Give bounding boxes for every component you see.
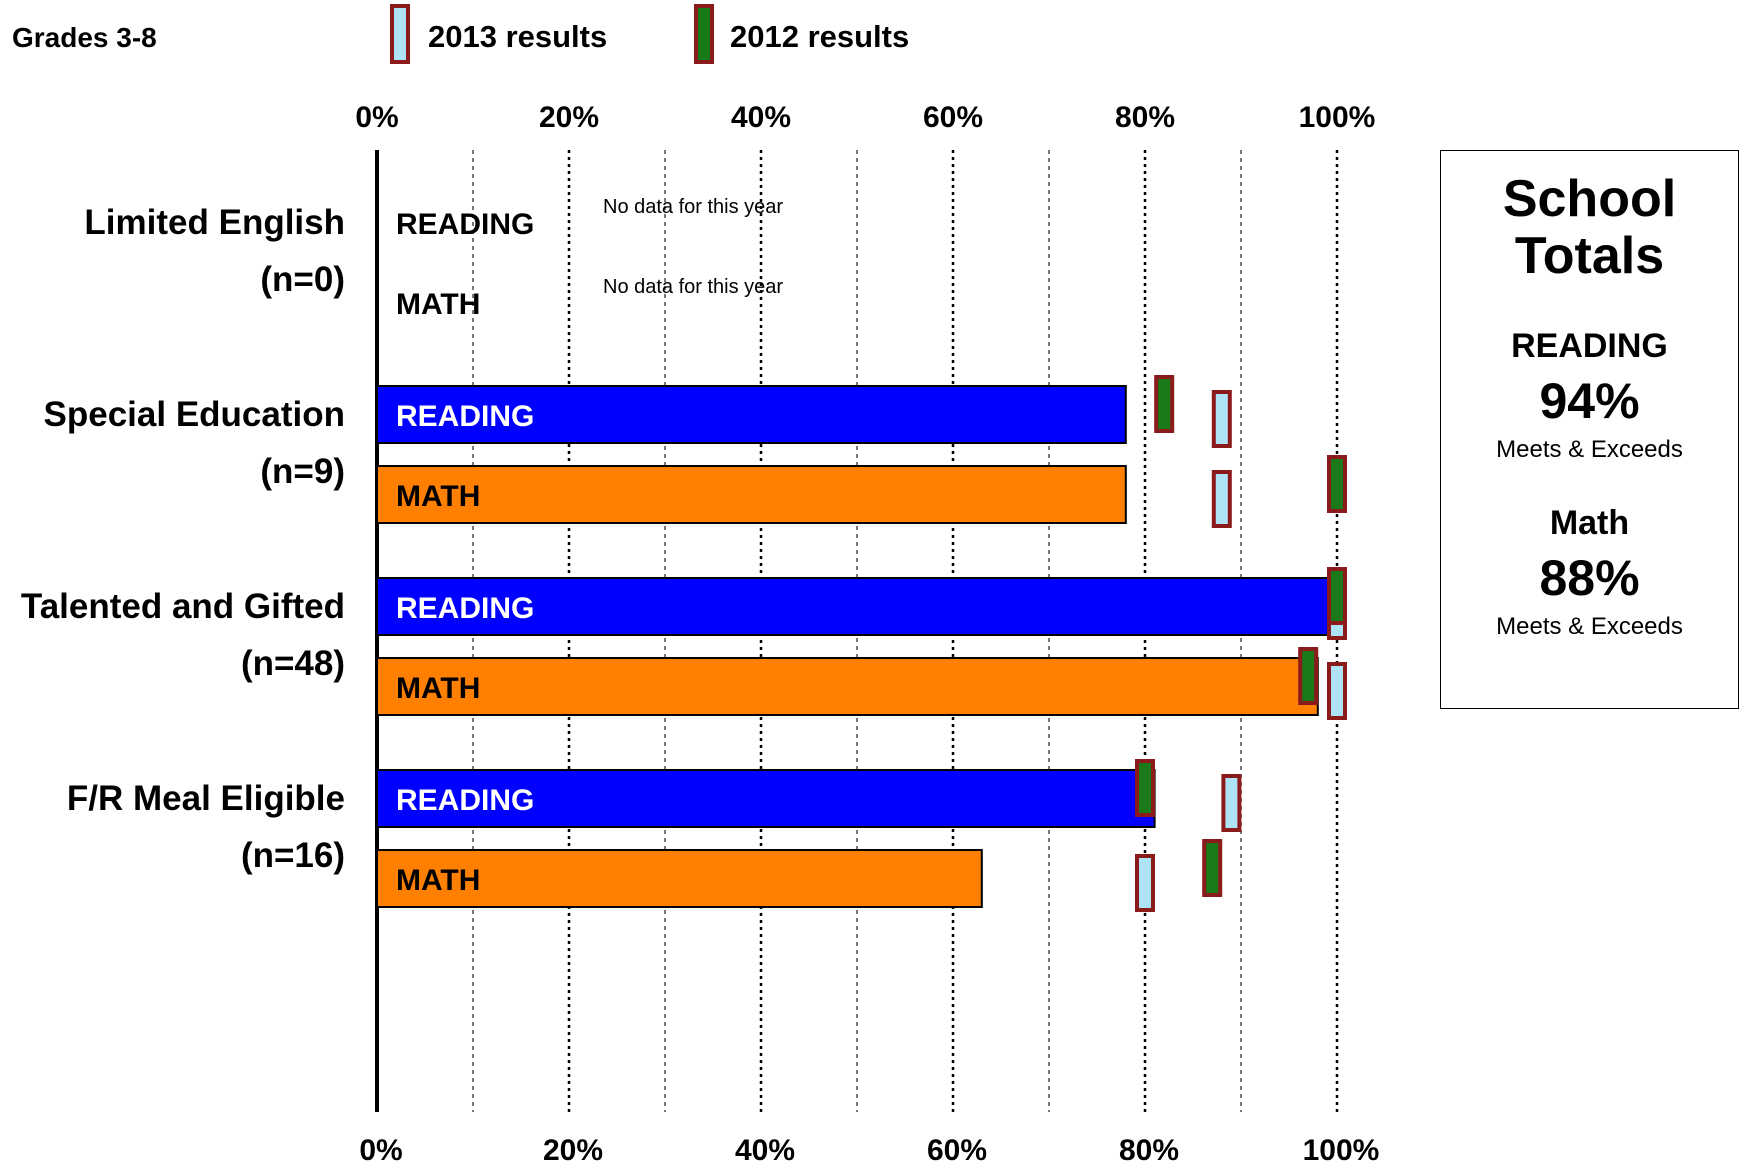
category-name: Limited English <box>84 203 345 242</box>
bar-subject-label: MATH <box>396 480 480 513</box>
x-tick-label-bottom: 20% <box>543 1134 603 1167</box>
marker-2012 <box>1135 759 1155 817</box>
legend-label-2012: 2012 results <box>730 19 909 54</box>
x-tick-label-top: 60% <box>923 101 983 134</box>
reading-bar <box>376 577 1338 636</box>
marker-2013 <box>1211 470 1232 528</box>
marker-2012 <box>1202 839 1223 897</box>
category-group: Talented and Gifted (n=48) READING MATH <box>21 567 1347 720</box>
totals-reading-label: READING <box>1511 327 1668 365</box>
category-n: (n=9) <box>260 452 345 491</box>
grade-label: Grades 3-8 <box>12 22 157 53</box>
marker-2012 <box>1154 375 1175 433</box>
legend: 2013 results 2012 results <box>390 4 909 64</box>
x-tick-label-bottom: 100% <box>1303 1134 1380 1167</box>
category-n: (n=0) <box>260 260 345 299</box>
totals-math-value: 88% <box>1539 550 1640 606</box>
category-n: (n=48) <box>241 644 345 683</box>
school-totals-title: School Totals <box>1441 171 1738 285</box>
math-bar <box>376 849 983 908</box>
legend-swatch-2013 <box>390 4 410 64</box>
marker-2013 <box>1135 854 1155 912</box>
school-totals-title-line1: School <box>1502 170 1677 228</box>
x-tick-label-top: 100% <box>1299 101 1376 134</box>
x-tick-label-bottom: 40% <box>735 1134 795 1167</box>
math-bar <box>376 465 1127 524</box>
x-tick-label-top: 80% <box>1115 101 1175 134</box>
x-tick-label-top: 40% <box>731 101 791 134</box>
marker-2013 <box>1221 774 1242 832</box>
marker-2012 <box>1298 647 1319 705</box>
totals-reading-note: Meets & Exceeds <box>1496 436 1683 463</box>
x-tick-label-bottom: 60% <box>927 1134 987 1167</box>
category-group: Special Education (n=9) READING MATH <box>44 375 1347 528</box>
bar-subject-label: MATH <box>396 288 480 321</box>
x-tick-label-top: 20% <box>539 101 599 134</box>
category-n: (n=16) <box>241 836 345 875</box>
category-groups: Limited English (n=0) READING No data for t… <box>21 196 1347 912</box>
marker-2012 <box>1327 455 1347 513</box>
no-data-note: No data for this year <box>603 196 783 218</box>
bar-subject-label: READING <box>396 784 534 817</box>
category-name: Talented and Gifted <box>21 587 345 626</box>
category-group: F/R Meal Eligible (n=16) READING MATH <box>67 759 1242 912</box>
category-name: F/R Meal Eligible <box>67 779 345 818</box>
totals-reading-value: 94% <box>1539 373 1640 429</box>
legend-item-2013: 2013 results <box>390 4 607 64</box>
school-totals-panel: School Totals READING 94% Meets & Exceed… <box>1440 150 1739 709</box>
totals-math-note: Meets & Exceeds <box>1496 613 1683 640</box>
bar-subject-label: MATH <box>396 864 480 897</box>
marker-2013 <box>1327 662 1347 720</box>
bar-subject-label: READING <box>396 592 534 625</box>
x-tick-label-bottom: 80% <box>1119 1134 1179 1167</box>
marker-2013 <box>1211 390 1232 448</box>
x-axis-bottom: 0% 20% 40% 60% 80% 100% <box>359 1134 1379 1167</box>
school-totals-title-line2: Totals <box>1514 227 1665 285</box>
math-bar <box>376 657 1319 716</box>
totals-math-label: Math <box>1549 504 1630 542</box>
bar-subject-label: READING <box>396 208 534 241</box>
bar-subject-label: MATH <box>396 672 480 705</box>
legend-label-2013: 2013 results <box>428 19 607 54</box>
x-tick-label-top: 0% <box>355 101 398 134</box>
legend-item-2012: 2012 results <box>694 4 909 64</box>
reading-bar <box>376 385 1127 444</box>
x-tick-label-bottom: 0% <box>359 1134 402 1167</box>
bar-subject-label: READING <box>396 400 534 433</box>
marker-2012 <box>1327 567 1347 625</box>
category-group: Limited English (n=0) READING No data for t… <box>84 196 783 321</box>
no-data-note: No data for this year <box>603 276 783 298</box>
legend-swatch-2012 <box>694 4 714 64</box>
category-name: Special Education <box>44 395 345 434</box>
x-axis-top: 0% 20% 40% 60% 80% 100% <box>355 101 1375 134</box>
